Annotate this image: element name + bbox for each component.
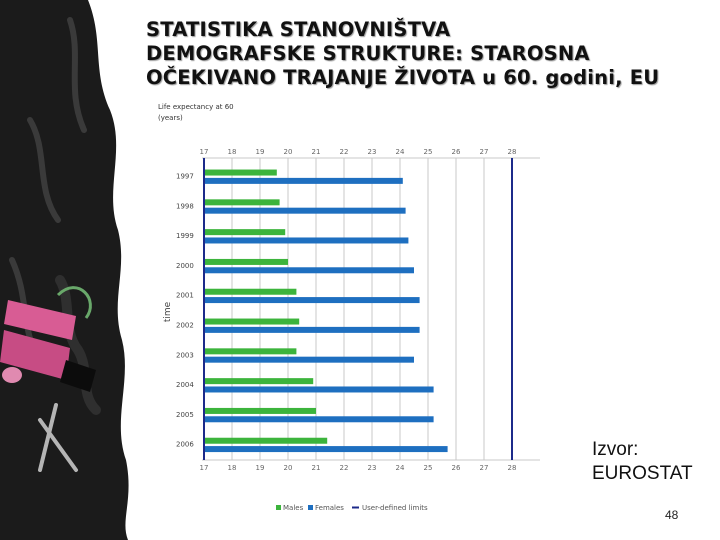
legend-label: Females xyxy=(315,504,344,512)
category-label: 2000 xyxy=(176,262,194,270)
slide-title-line: OČEKIVANO TRAJANJE ŽIVOTA u 60. godini, … xyxy=(146,66,660,89)
bar-females xyxy=(204,386,434,393)
x-tick-label: 18 xyxy=(228,464,237,472)
x-tick-label: 27 xyxy=(480,148,489,156)
category-label: 1997 xyxy=(176,172,194,180)
x-tick-label: 25 xyxy=(424,464,433,472)
slide-title-line: STATISTIKA STANOVNIŠTVA xyxy=(146,18,451,41)
category-label: 2004 xyxy=(176,381,194,389)
bar-females xyxy=(204,297,420,304)
category-label: 1999 xyxy=(176,232,194,240)
legend-swatch xyxy=(308,505,313,510)
legend-label: User-defined limits xyxy=(362,504,428,512)
x-tick-label: 22 xyxy=(340,464,349,472)
x-tick-label: 26 xyxy=(452,148,461,156)
bar-females xyxy=(204,267,414,274)
category-label: 2003 xyxy=(176,351,194,359)
bar-males xyxy=(204,407,316,414)
category-label: 2001 xyxy=(176,292,194,300)
x-tick-label: 19 xyxy=(256,464,265,472)
category-label: 1998 xyxy=(176,202,194,210)
slide-title-line: DEMOGRAFSKE STRUKTURE: STAROSNA xyxy=(146,42,590,65)
page-number: 48 xyxy=(665,508,679,522)
source-note: Izvor: EUROSTAT xyxy=(592,438,693,486)
bar-males xyxy=(204,169,277,176)
bar-females xyxy=(204,356,414,363)
source-label: Izvor: xyxy=(592,439,639,460)
bar-males xyxy=(204,348,297,355)
x-tick-label: 24 xyxy=(396,464,405,472)
x-tick-label: 20 xyxy=(284,464,293,472)
x-tick-label: 25 xyxy=(424,148,433,156)
slide-title: STATISTIKA STANOVNIŠTVA DEMOGRAFSKE STRU… xyxy=(146,18,716,90)
category-label: 2005 xyxy=(176,411,194,419)
x-tick-label: 21 xyxy=(312,464,321,472)
x-tick-label: 20 xyxy=(284,148,293,156)
x-tick-label: 21 xyxy=(312,148,321,156)
bar-females xyxy=(204,207,406,214)
chart-title-unit: (years) xyxy=(158,114,183,122)
x-tick-label: 17 xyxy=(200,148,209,156)
bar-females xyxy=(204,416,434,423)
legend-swatch xyxy=(276,505,281,510)
bar-males xyxy=(204,437,328,444)
category-label: 2002 xyxy=(176,321,194,329)
legend-label: Males xyxy=(283,504,304,512)
bar-males xyxy=(204,318,300,325)
bar-males xyxy=(204,199,280,206)
bar-females xyxy=(204,446,448,453)
category-label: 2006 xyxy=(176,441,194,449)
chalkboard-decoration xyxy=(0,0,140,540)
x-tick-label: 17 xyxy=(200,464,209,472)
x-tick-label: 28 xyxy=(508,148,517,156)
x-tick-label: 28 xyxy=(508,464,517,472)
source-name: EUROSTAT xyxy=(592,463,693,484)
x-tick-label: 27 xyxy=(480,464,489,472)
x-tick-label: 18 xyxy=(228,148,237,156)
x-tick-label: 22 xyxy=(340,148,349,156)
x-tick-label: 26 xyxy=(452,464,461,472)
x-tick-label: 19 xyxy=(256,148,265,156)
bar-females xyxy=(204,237,409,244)
bar-males xyxy=(204,258,288,265)
x-tick-label: 24 xyxy=(396,148,405,156)
x-tick-label: 23 xyxy=(368,148,377,156)
bar-males xyxy=(204,229,286,236)
bar-females xyxy=(204,326,420,333)
bar-females xyxy=(204,177,403,184)
bar-males xyxy=(204,288,297,295)
chart-title: Life expectancy at 60 xyxy=(158,103,234,111)
bar-males xyxy=(204,378,314,385)
y-axis-label: time xyxy=(163,301,173,322)
x-tick-label: 23 xyxy=(368,464,377,472)
